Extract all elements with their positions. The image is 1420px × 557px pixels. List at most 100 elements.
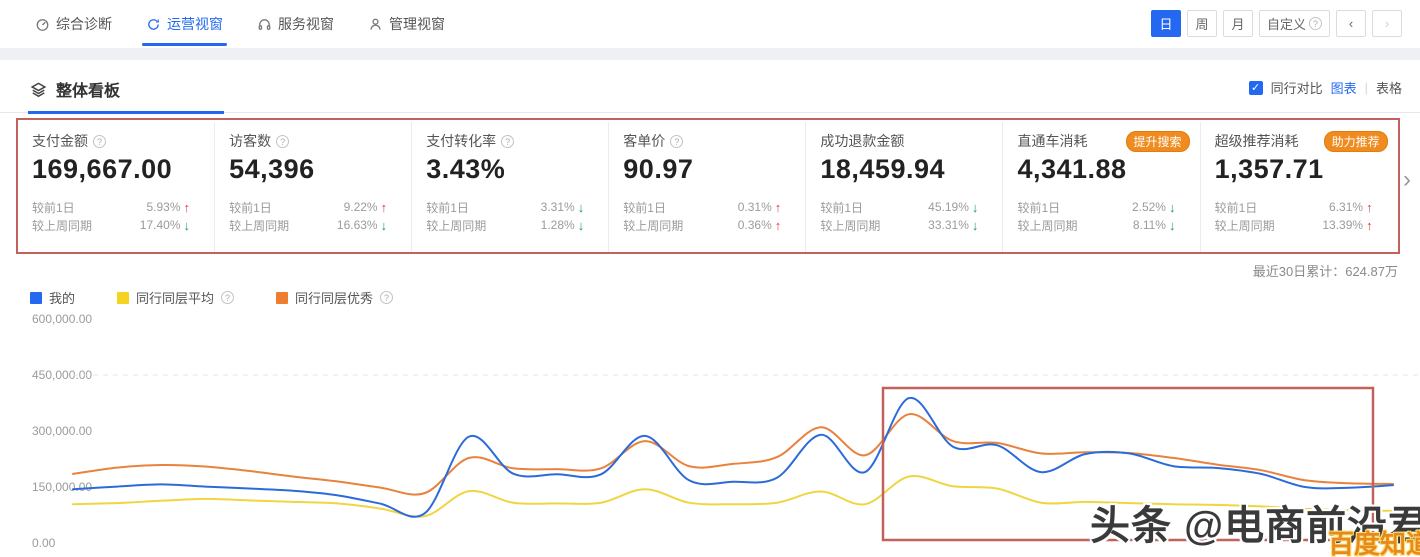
kpi-badge[interactable]: 提升搜索: [1125, 130, 1190, 152]
layers-icon: [30, 81, 47, 97]
kpi-card-header: 直通车消耗 提升搜索: [1017, 130, 1190, 152]
period-selector: 日 周 月 自定义 ? ‹ ›: [1145, 10, 1402, 37]
person-icon: [370, 18, 381, 30]
kpi-card[interactable]: 直通车消耗 提升搜索 4,341.88 较前1日 2.52% ↓ 较上周同期 8.11% ↓: [1003, 122, 1201, 252]
legend-item[interactable]: 我的: [30, 288, 75, 307]
legend-item[interactable]: 同行同层优秀?: [276, 288, 394, 307]
headset-icon: [258, 18, 271, 30]
compare-row: 较前1日 45.19% ↓: [820, 198, 978, 216]
kpi-compare-rows: 较前1日 3.31% ↓ 较上周同期 1.28% ↓: [426, 198, 584, 234]
help-icon[interactable]: ?: [221, 291, 235, 304]
compare-row: 较上周同期 1.28% ↓: [426, 216, 584, 234]
compare-value: 9.22% ↑: [344, 200, 388, 215]
legend-swatch: [276, 291, 289, 304]
date-prev-button[interactable]: ‹: [1336, 10, 1366, 37]
peer-compare-checkbox[interactable]: ✓: [1248, 80, 1263, 95]
nav-tabs: 综合诊断 运营视窗 服务视窗 管理视窗: [35, 0, 445, 48]
compare-value: 33.31% ↓: [928, 218, 978, 233]
kpi-card-header: 支付金额?: [32, 130, 204, 152]
compare-label: 较上周同期: [1214, 218, 1275, 233]
kpi-card[interactable]: 超级推荐消耗 助力推荐 1,357.71 较前1日 6.31% ↑ 较上周同期 13.39% ↑: [1201, 122, 1398, 252]
kpi-card-header: 成功退款金额: [820, 130, 992, 152]
period-month-button[interactable]: 月: [1222, 10, 1253, 37]
kpi-card-row: 支付金额? 169,667.00 较前1日 5.93% ↑ 较上周同期 17.40% ↓ 访客数…: [18, 122, 1398, 252]
help-icon[interactable]: ?: [380, 291, 394, 304]
tab-label: 综合诊断: [56, 16, 112, 32]
compare-label: 较上周同期: [32, 218, 93, 233]
kpi-value: 54,396: [229, 154, 315, 184]
kpi-label: 访客数: [229, 133, 272, 149]
arrow-down-icon: ↓: [380, 217, 388, 233]
compare-percent: 2.52%: [1131, 200, 1166, 214]
kpi-card[interactable]: 支付转化率? 3.43% 较前1日 3.31% ↓ 较上周同期 1.28% ↓: [412, 122, 610, 252]
kpi-card-header: 支付转化率?: [426, 130, 598, 152]
help-icon[interactable]: ?: [670, 134, 684, 148]
kpi-card-header: 超级推荐消耗 助力推荐: [1215, 130, 1388, 152]
compare-label: 较上周同期: [820, 218, 881, 233]
compare-percent: 33.31%: [928, 218, 969, 232]
compare-value: 13.39% ↑: [1322, 218, 1372, 233]
board-title: 整体看板: [30, 77, 120, 101]
tab-service-view[interactable]: 服务视窗: [257, 0, 334, 48]
table-view-toggle[interactable]: 表格: [1375, 81, 1402, 96]
arrow-down-icon: ↓: [1168, 217, 1176, 233]
tab-operation-view[interactable]: 运营视窗: [142, 0, 227, 48]
gauge-icon: [36, 18, 49, 31]
compare-value: 17.40% ↓: [140, 218, 190, 233]
kpi-label: 支付金额: [32, 133, 88, 149]
compare-percent: 17.40%: [139, 218, 181, 232]
board-title-text: 整体看板: [56, 83, 121, 100]
chart-legend: 我的 同行同层平均? 同行同层优秀?: [30, 288, 394, 307]
line-chart-svg: 600,000.00 450,000.00 300,000.00 150,000.00…: [32, 312, 1420, 550]
help-icon[interactable]: ?: [276, 134, 290, 148]
recent-30day-total: 最近30日累计：624.87万: [1252, 264, 1398, 279]
help-icon[interactable]: ?: [501, 134, 515, 148]
compare-percent: 8.11%: [1132, 218, 1166, 232]
legend-item[interactable]: 同行同层平均?: [117, 288, 235, 307]
y-axis-tick-label: 300,000.00: [32, 424, 92, 438]
compare-percent: 45.19%: [928, 200, 969, 214]
annotation-box-chart: [881, 386, 1375, 542]
kpi-value: 3.43%: [426, 154, 506, 184]
compare-percent: 9.22%: [343, 200, 378, 214]
period-day-button[interactable]: 日: [1150, 10, 1181, 37]
board-controls: ✓ 同行对比 图表 | 表格: [1248, 78, 1402, 97]
legend-label: 同行同层平均: [136, 291, 215, 306]
toggle-separator: |: [1364, 80, 1368, 95]
arrow-down-icon: ↓: [1168, 199, 1176, 215]
kpi-compare-rows: 较前1日 6.31% ↑ 较上周同期 13.39% ↑: [1215, 198, 1373, 234]
date-next-button[interactable]: ›: [1372, 10, 1402, 37]
compare-value: 5.93% ↑: [146, 200, 190, 215]
y-axis-tick-label: 450,000.00: [32, 368, 92, 382]
compare-row: 较上周同期 0.36% ↑: [623, 216, 781, 234]
kpi-value: 4,341.88: [1017, 154, 1127, 184]
kpi-label: 客单价: [623, 133, 666, 149]
tab-management-view[interactable]: 管理视窗: [368, 0, 445, 48]
kpi-card-header: 客单价?: [623, 130, 795, 152]
help-icon[interactable]: ?: [93, 134, 106, 148]
trend-chart: 600,000.00 450,000.00 300,000.00 150,000.00…: [0, 300, 1420, 557]
compare-row: 较前1日 0.31% ↑: [623, 198, 781, 216]
period-custom-button[interactable]: 自定义 ?: [1258, 10, 1330, 37]
compare-value: 3.31% ↓: [541, 200, 585, 215]
tab-comprehensive-diagnosis[interactable]: 综合诊断: [35, 0, 112, 48]
kpi-value: 90.97: [623, 154, 694, 184]
section-divider: [0, 48, 1420, 60]
kpi-compare-rows: 较前1日 5.93% ↑ 较上周同期 17.40% ↓: [32, 198, 190, 234]
kpi-card[interactable]: 成功退款金额 18,459.94 较前1日 45.19% ↓ 较上周同期 33.31% ↓: [806, 122, 1004, 252]
compare-row: 较上周同期 8.11% ↓: [1017, 216, 1175, 234]
kpi-label: 直通车消耗: [1017, 133, 1088, 149]
y-axis-tick-label: 600,000.00: [32, 312, 92, 326]
kpi-card[interactable]: 访客数? 54,396 较前1日 9.22% ↑ 较上周同期 16.63% ↓: [215, 122, 413, 252]
compare-percent: 1.28%: [540, 218, 575, 232]
legend-label: 我的: [49, 291, 76, 306]
kpi-card[interactable]: 支付金额? 169,667.00 较前1日 5.93% ↑ 较上周同期 17.40% ↓: [18, 122, 216, 252]
chart-view-toggle[interactable]: 图表: [1330, 81, 1357, 96]
compare-row: 较上周同期 17.40% ↓: [32, 216, 190, 234]
compare-row: 较上周同期 13.39% ↑: [1215, 216, 1373, 234]
period-week-button[interactable]: 周: [1186, 10, 1217, 37]
kpi-badge[interactable]: 助力推荐: [1323, 130, 1388, 152]
carousel-next-chevron[interactable]: ›: [1403, 166, 1411, 193]
compare-row: 较前1日 9.22% ↑: [229, 198, 387, 216]
kpi-card[interactable]: 客单价? 90.97 较前1日 0.31% ↑ 较上周同期 0.36% ↑: [609, 122, 807, 252]
